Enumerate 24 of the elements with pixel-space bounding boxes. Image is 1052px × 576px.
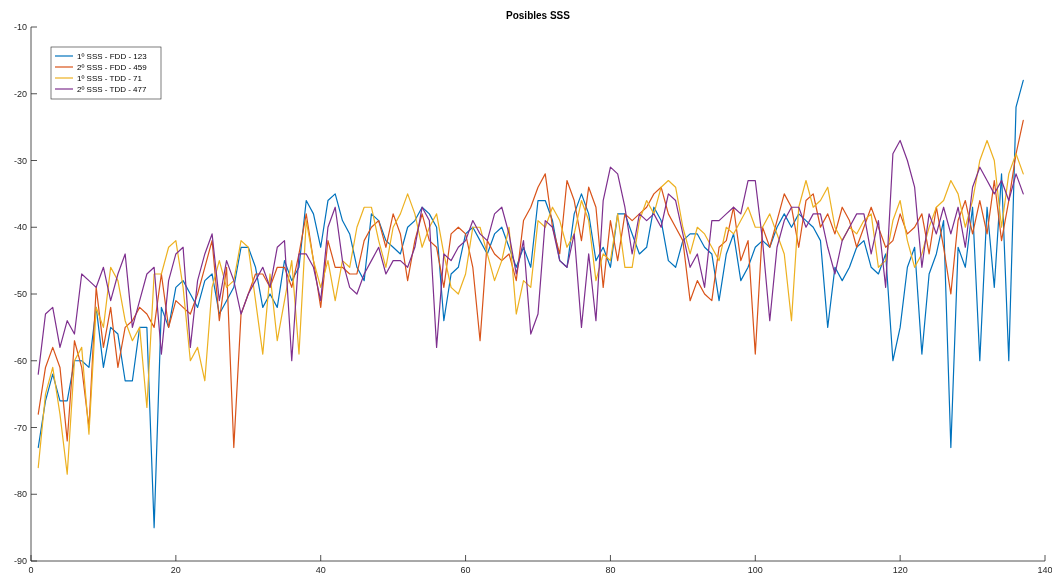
y-tick-label: -90	[13, 556, 27, 566]
legend-label: 1º SSS - FDD - 123	[77, 52, 148, 61]
line-series	[37, 79, 1024, 529]
y-tick-label: -40	[13, 222, 27, 233]
legend-label: 2º SSS - FDD - 459	[77, 63, 148, 72]
x-tick-label: 100	[747, 565, 763, 575]
legend-label: 2º SSS - TDD - 477	[77, 85, 148, 94]
legend-label: 1º SSS - TDD - 71	[77, 74, 143, 83]
line-series	[37, 139, 1024, 375]
y-tick-label: -30	[13, 155, 27, 166]
y-tick-label: -20	[13, 88, 27, 99]
x-tick-label: 0	[28, 565, 34, 575]
x-tick-label: 140	[1037, 565, 1052, 575]
y-tick-label: -50	[13, 289, 27, 299]
chart-title: Posibles SSS	[506, 10, 571, 21]
y-tick-label: -10	[13, 22, 27, 32]
y-tick-label: -70	[13, 422, 27, 433]
x-tick-label: 120	[892, 565, 908, 575]
y-tick-label: -60	[13, 355, 27, 366]
x-tick-label: 60	[460, 565, 471, 575]
x-tick-label: 80	[605, 565, 616, 575]
x-tick-label: 40	[315, 565, 326, 575]
x-tick-label: 20	[170, 565, 181, 575]
y-tick-label: -80	[13, 489, 27, 500]
